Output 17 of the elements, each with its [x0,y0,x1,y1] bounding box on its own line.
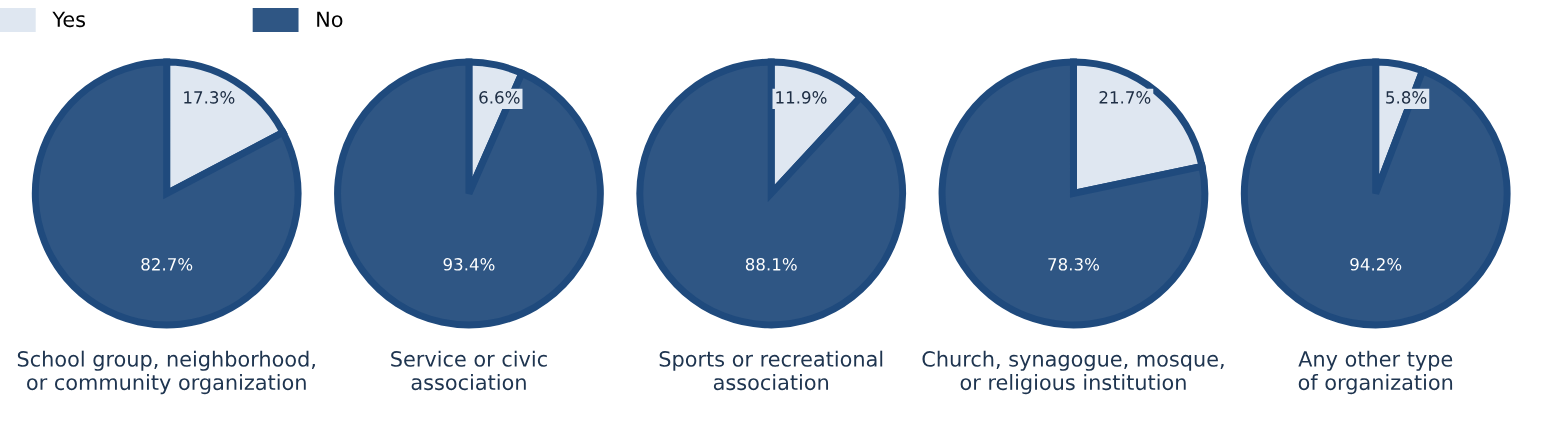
text: Any other type of organization [1298,350,1453,395]
legend-label: No [317,11,343,28]
data-label: 82.7% [141,258,193,271]
text: Church, synagogue, mosque, or religious institution [922,350,1224,395]
text: School group, neighborhood, or community organization [17,350,315,395]
data-label: 94.2% [1350,258,1402,271]
legend-label: Yes [52,11,86,28]
text: Service or civic association [391,350,547,391]
data-label: 5.8% [1386,91,1427,104]
text: Sports or recreational association [659,350,883,391]
data-label: 21.7% [1099,91,1151,104]
data-label: 17.3% [184,91,235,104]
data-label: 93.4% [443,258,495,271]
data-label: 88.1% [745,258,797,271]
data-label: 78.3% [1048,258,1100,271]
data-label: 11.9% [776,91,827,104]
data-label: 6.6% [479,91,520,104]
